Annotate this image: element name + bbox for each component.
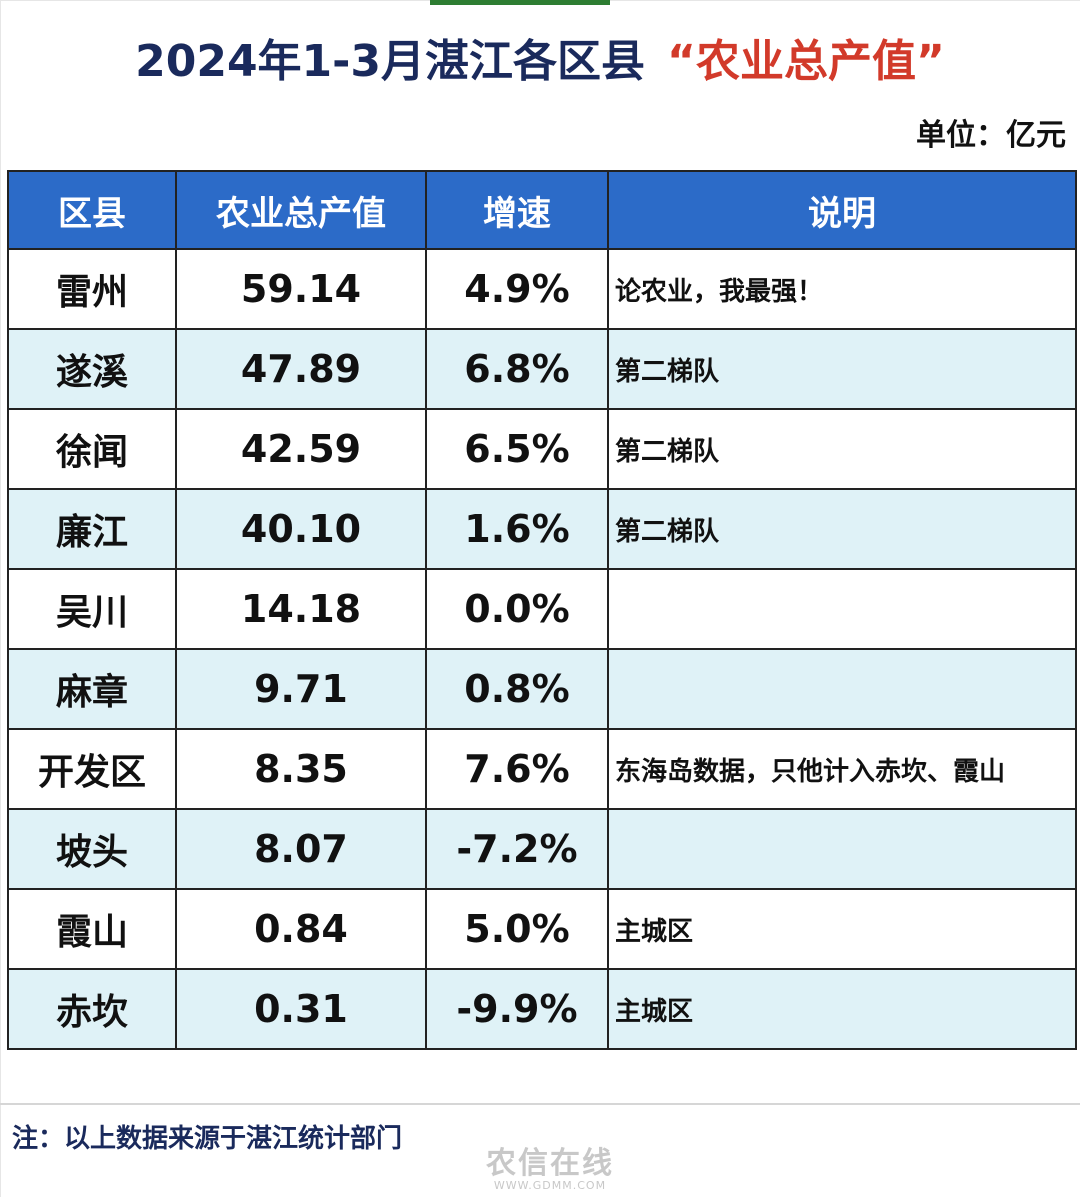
header-growth: 增速 <box>425 170 609 250</box>
agri-output-table: 区县 农业总产值 增速 说明 雷州 59.14 4.9% 论农业，我最强！ 遂溪… <box>7 170 1077 1050</box>
value-cell: 8.07 <box>175 808 427 890</box>
table-header-row: 区县 农业总产值 增速 说明 <box>7 170 1077 250</box>
district-cell: 开发区 <box>7 728 177 810</box>
watermark-url: WWW.GDMM.COM <box>493 1179 607 1192</box>
district-cell: 廉江 <box>7 488 177 570</box>
table-row: 廉江 40.10 1.6% 第二梯队 <box>7 488 1077 570</box>
header-note: 说明 <box>607 170 1077 250</box>
table-row: 赤坎 0.31 -9.9% 主城区 <box>7 968 1077 1050</box>
value-cell: 0.84 <box>175 888 427 970</box>
unit-label: 单位：亿元 <box>916 118 1066 153</box>
growth-cell: 1.6% <box>425 488 609 570</box>
value-cell: 8.35 <box>175 728 427 810</box>
table-row: 麻章 9.71 0.8% <box>7 648 1077 730</box>
value-cell: 9.71 <box>175 648 427 730</box>
value-cell: 42.59 <box>175 408 427 490</box>
page-title: 2024年1-3月湛江各区县 “农业总产值” <box>0 22 1080 92</box>
note-cell: 东海岛数据，只他计入赤坎、霞山 <box>607 728 1077 810</box>
growth-cell: -7.2% <box>425 808 609 890</box>
district-cell: 赤坎 <box>7 968 177 1050</box>
growth-cell: 4.9% <box>425 248 609 330</box>
district-cell: 雷州 <box>7 248 177 330</box>
title-highlight: “农业总产值” <box>667 36 945 87</box>
table-row: 徐闻 42.59 6.5% 第二梯队 <box>7 408 1077 490</box>
note-cell: 主城区 <box>607 888 1077 970</box>
top-accent-bar <box>430 0 610 5</box>
value-cell: 59.14 <box>175 248 427 330</box>
note-cell: 论农业，我最强！ <box>607 248 1077 330</box>
district-cell: 霞山 <box>7 888 177 970</box>
table-row: 开发区 8.35 7.6% 东海岛数据，只他计入赤坎、霞山 <box>7 728 1077 810</box>
note-cell: 第二梯队 <box>607 408 1077 490</box>
district-cell: 坡头 <box>7 808 177 890</box>
growth-cell: 6.8% <box>425 328 609 410</box>
table-row: 雷州 59.14 4.9% 论农业，我最强！ <box>7 248 1077 330</box>
district-cell: 吴川 <box>7 568 177 650</box>
note-cell: 第二梯队 <box>607 488 1077 570</box>
title-main: 2024年1-3月湛江各区县 <box>135 36 646 87</box>
value-cell: 40.10 <box>175 488 427 570</box>
header-district: 区县 <box>7 170 177 250</box>
watermark-logo: 农信在线 <box>486 1146 614 1181</box>
watermark: 农信在线 WWW.GDMM.COM <box>450 1148 650 1194</box>
district-cell: 麻章 <box>7 648 177 730</box>
note-cell <box>607 568 1077 650</box>
table-row: 吴川 14.18 0.0% <box>7 568 1077 650</box>
footer-divider <box>0 1103 1080 1105</box>
growth-cell: 7.6% <box>425 728 609 810</box>
growth-cell: 0.0% <box>425 568 609 650</box>
table-row: 霞山 0.84 5.0% 主城区 <box>7 888 1077 970</box>
note-cell <box>607 648 1077 730</box>
table-row: 坡头 8.07 -7.2% <box>7 808 1077 890</box>
district-cell: 徐闻 <box>7 408 177 490</box>
growth-cell: 6.5% <box>425 408 609 490</box>
table-row: 遂溪 47.89 6.8% 第二梯队 <box>7 328 1077 410</box>
header-value: 农业总产值 <box>175 170 427 250</box>
value-cell: 47.89 <box>175 328 427 410</box>
growth-cell: -9.9% <box>425 968 609 1050</box>
note-cell: 第二梯队 <box>607 328 1077 410</box>
value-cell: 0.31 <box>175 968 427 1050</box>
value-cell: 14.18 <box>175 568 427 650</box>
growth-cell: 5.0% <box>425 888 609 970</box>
note-cell <box>607 808 1077 890</box>
note-cell: 主城区 <box>607 968 1077 1050</box>
growth-cell: 0.8% <box>425 648 609 730</box>
district-cell: 遂溪 <box>7 328 177 410</box>
footnote: 注：以上数据来源于湛江统计部门 <box>12 1124 403 1154</box>
